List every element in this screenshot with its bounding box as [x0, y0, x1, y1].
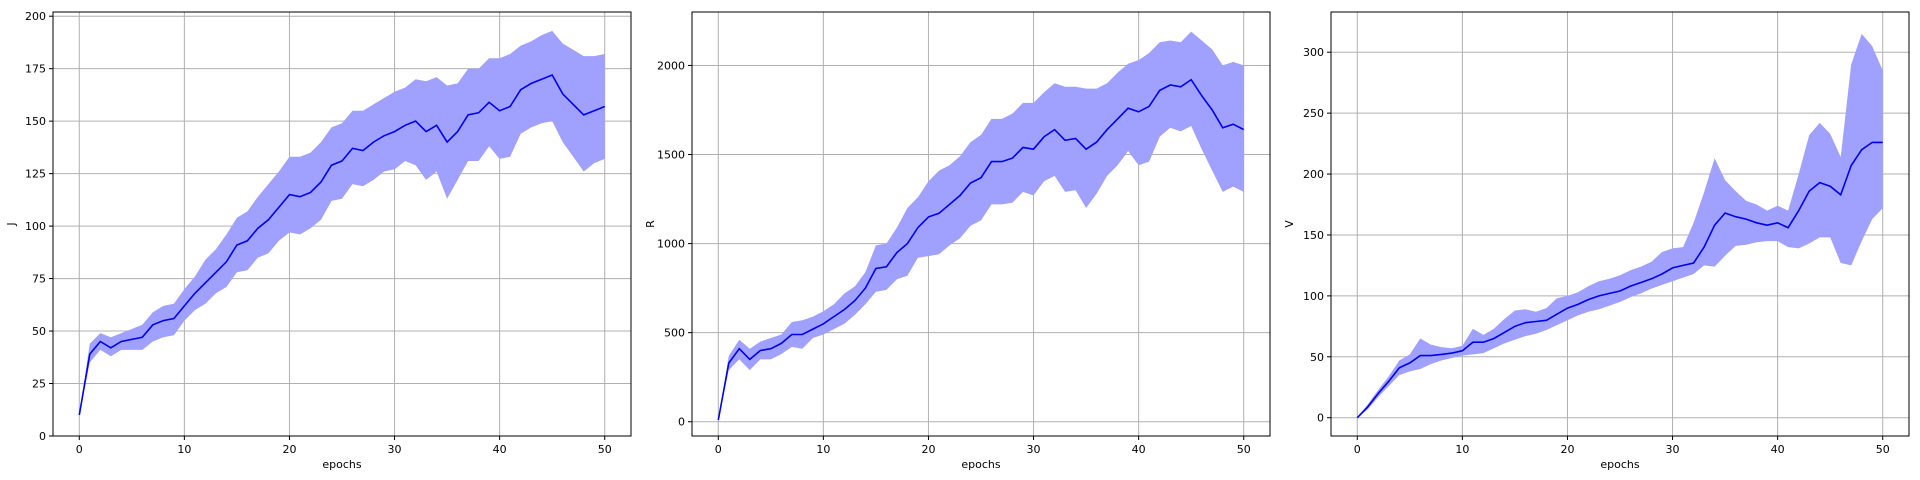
y-tick-label: 150 [1303, 229, 1324, 242]
y-tick-label: 125 [25, 168, 46, 181]
y-axis-label: R [644, 220, 657, 228]
tick-marks [1327, 51, 1884, 440]
y-tick-label: 50 [32, 325, 46, 338]
x-tick-label: 10 [816, 443, 830, 456]
x-tick-label: 40 [1771, 443, 1785, 456]
axes-frame [691, 11, 1271, 437]
x-tick-label: 40 [493, 443, 507, 456]
x-tick-labels: 0 10 20 30 40 50 [76, 443, 612, 456]
mean-line-j [78, 73, 605, 416]
y-tick-label: 0 [1317, 412, 1324, 425]
x-tick-label: 10 [177, 443, 191, 456]
y-tick-label: 175 [25, 63, 46, 76]
y-tick-label: 75 [32, 273, 46, 286]
y-tick-label: 50 [1310, 351, 1324, 364]
y-tick-labels: 0 500 1000 1500 2000 [657, 59, 685, 428]
y-tick-label: 100 [1303, 290, 1324, 303]
x-tick-label: 50 [1237, 443, 1251, 456]
y-tick-label: 2000 [657, 59, 685, 72]
y-tick-label: 100 [25, 220, 46, 233]
y-tick-label: 200 [25, 10, 46, 23]
y-tick-label: 0 [39, 430, 46, 443]
x-tick-labels: 0 10 20 30 40 50 [715, 443, 1251, 456]
y-tick-label: 200 [1303, 168, 1324, 181]
x-tick-label: 40 [1132, 443, 1146, 456]
mean-line-r [717, 78, 1245, 421]
y-tick-labels: 0 50 100 150 200 250 300 [1303, 46, 1324, 425]
std-band-j [79, 30, 605, 416]
axes-frame [52, 11, 632, 437]
y-tick-label: 150 [25, 115, 46, 128]
x-tick-label: 30 [1027, 443, 1041, 456]
y-tick-label: 300 [1303, 46, 1324, 59]
axes-frame [1330, 11, 1910, 437]
x-axis-label: epochs [961, 458, 1000, 471]
std-band-v [1357, 33, 1883, 418]
y-axis-label: J [5, 222, 18, 226]
x-tick-labels: 0 10 20 30 40 50 [1354, 443, 1890, 456]
x-tick-label: 50 [1876, 443, 1890, 456]
x-tick-label: 20 [921, 443, 935, 456]
x-axis-label: epochs [1600, 458, 1639, 471]
std-band-r [718, 31, 1244, 420]
chart-panel-v: 0 10 20 30 40 50 0 50 100 150 200 250 300 epochs V [1283, 11, 1910, 471]
x-tick-label: 30 [1666, 443, 1680, 456]
chart-panel-j: 0 10 20 30 40 50 0 25 50 75 100 125 150 175 200 epoch… [5, 10, 632, 471]
y-tick-label: 250 [1303, 107, 1324, 120]
chart-panel-r: 0 10 20 30 40 50 0 500 1000 1500 2000 epochs R [644, 11, 1271, 471]
tick-marks [49, 15, 606, 440]
y-tick-labels: 0 25 50 75 100 125 150 175 200 [25, 10, 46, 443]
x-tick-label: 20 [282, 443, 296, 456]
tick-marks [688, 64, 1245, 440]
y-tick-label: 500 [664, 327, 685, 340]
y-tick-label: 1000 [657, 238, 685, 251]
x-tick-label: 20 [1560, 443, 1574, 456]
mean-line-v [1356, 141, 1883, 419]
x-tick-label: 0 [1354, 443, 1361, 456]
x-axis-label: epochs [322, 458, 361, 471]
x-tick-label: 0 [715, 443, 722, 456]
y-tick-label: 0 [678, 416, 685, 429]
y-tick-label: 1500 [657, 149, 685, 162]
x-tick-label: 0 [76, 443, 83, 456]
y-axis-label: V [1283, 220, 1296, 228]
y-tick-label: 25 [32, 378, 46, 391]
x-tick-label: 50 [598, 443, 612, 456]
x-tick-label: 10 [1455, 443, 1469, 456]
x-tick-label: 30 [388, 443, 402, 456]
